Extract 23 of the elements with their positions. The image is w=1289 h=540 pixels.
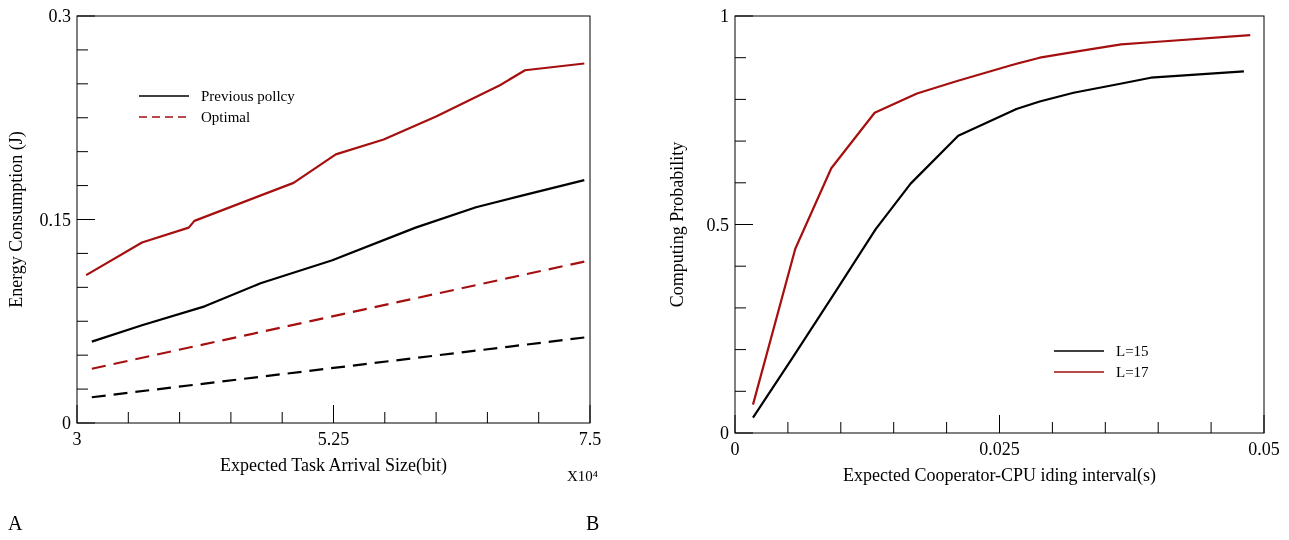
line-series [90, 179, 586, 343]
legend-label: Previous pollcy [201, 88, 296, 104]
y-tick-label: 0 [62, 413, 71, 433]
y-tick-label: 1 [720, 6, 729, 26]
legend-label: L=15 [1116, 343, 1149, 359]
legend-label: Optimal [201, 109, 251, 125]
x-tick-label: 3 [72, 429, 82, 449]
y-tick-label: 0.15 [39, 209, 71, 230]
x-axis-title: Expected Task Arrival Size(bit) [220, 455, 447, 476]
x-tick-label: 0.05 [1248, 439, 1280, 459]
x-tick-label: 7.5 [578, 429, 602, 449]
text: B [586, 512, 600, 534]
legend-label: L=17 [1116, 364, 1150, 380]
y-tick-label: 0.5 [706, 214, 729, 235]
text: X10⁴ [566, 468, 598, 484]
x-tick-label: 0.025 [979, 439, 1020, 459]
line-series [85, 62, 586, 277]
y-axis-title: Computing Probability [667, 141, 687, 308]
y-axis-title: Energy Consumption (J) [6, 131, 27, 308]
y-tick-label: 0.3 [48, 6, 71, 26]
x-axis-title: Expected Cooperator-CPU iding interval(s) [842, 465, 1157, 486]
x-tick-label: 5.25 [317, 429, 350, 449]
text: A [8, 512, 23, 534]
